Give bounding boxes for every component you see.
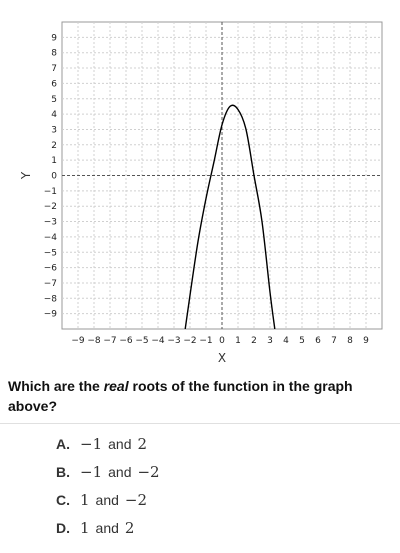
x-tick-label: 6	[315, 336, 321, 346]
x-tick-label: 1	[235, 336, 241, 346]
y-tick-label: 0	[51, 172, 57, 182]
y-tick-label: 3	[51, 125, 57, 135]
x-tick-label: −3	[167, 336, 180, 346]
answer-choices: A. −1 and 2 B. −1 and −2 C. 1 and −2 D. …	[56, 430, 386, 542]
y-tick-label: −4	[44, 233, 58, 243]
choice-joiner: and	[108, 464, 132, 480]
divider	[0, 423, 400, 424]
y-tick-label: 5	[51, 95, 57, 105]
y-tick-label: −3	[44, 218, 57, 228]
parabola-curve	[184, 104, 276, 329]
y-tick-label: −2	[44, 202, 57, 212]
y-tick-label: −7	[44, 279, 57, 289]
choice-first-value: 1	[80, 519, 90, 537]
x-tick-label: 2	[251, 336, 257, 346]
graph: −9 −8 −7 −6 −5 −4 −3 −2 −1 0 1 2 3 4 5 6 7 8 9 9 8 7 6 5 4 3 2 1 0 −1…	[19, 21, 383, 365]
y-tick-label: −1	[44, 187, 57, 197]
y-tick-label: 6	[51, 79, 57, 89]
y-tick-label: −8	[44, 294, 58, 304]
x-tick-label: 8	[347, 336, 353, 346]
x-tick-label: 4	[283, 336, 289, 346]
x-tick-label: −2	[183, 336, 196, 346]
choice-second-value: −2	[124, 491, 148, 509]
x-tick-label: −7	[103, 336, 116, 346]
x-axis-title: X	[218, 351, 226, 365]
y-tick-label: 9	[51, 33, 57, 43]
x-tick-label: −6	[119, 336, 133, 346]
y-tick-label: 8	[51, 49, 57, 59]
choice-joiner: and	[95, 492, 119, 508]
choice-joiner: and	[95, 520, 119, 536]
x-tick-label: 9	[363, 336, 369, 346]
x-tick-label: 5	[299, 336, 305, 346]
choice-first-value: −1	[80, 435, 103, 453]
question-after: roots of the function in the graph above…	[8, 378, 353, 414]
x-tick-label: −1	[199, 336, 212, 346]
x-tick-label: 7	[331, 336, 337, 346]
y-axis-title: Y	[19, 171, 33, 180]
y-tick-label: 4	[51, 110, 57, 120]
x-tick-label: −8	[87, 336, 101, 346]
choice-d[interactable]: D. 1 and 2	[56, 514, 386, 542]
choice-c[interactable]: C. 1 and −2	[56, 486, 386, 514]
y-tick-label: 1	[51, 156, 57, 166]
choice-second-value: −2	[137, 463, 160, 481]
x-tick-label: 3	[267, 336, 273, 346]
choice-b[interactable]: B. −1 and −2	[56, 458, 386, 486]
y-tick-label: −6	[44, 264, 58, 274]
choice-a[interactable]: A. −1 and 2	[56, 430, 386, 458]
choice-second-value: 2	[137, 435, 148, 453]
choice-second-value: 2	[124, 519, 135, 537]
choice-letter: A.	[56, 436, 70, 452]
choice-joiner: and	[108, 436, 132, 452]
choice-letter: B.	[56, 464, 70, 480]
choice-letter: C.	[56, 492, 70, 508]
x-tick-label: −5	[135, 336, 148, 346]
function-graph: −9 −8 −7 −6 −5 −4 −3 −2 −1 0 1 2 3 4 5 6 7 8 99876543210−1…	[19, 21, 383, 365]
question-text: Which are the real roots of the function…	[8, 376, 392, 416]
y-tick-label: −5	[44, 248, 57, 258]
choice-first-value: −1	[80, 463, 103, 481]
choice-first-value: 1	[80, 491, 90, 509]
y-tick-label: 2	[51, 141, 57, 151]
y-tick-label: −9	[44, 310, 58, 320]
choice-letter: D.	[56, 520, 70, 536]
question-emphasis: real	[103, 378, 129, 394]
x-tick-label: −9	[71, 336, 85, 346]
x-tick-label: 0	[219, 336, 225, 346]
question-before: Which are the	[8, 378, 104, 394]
y-tick-label: 7	[51, 64, 57, 74]
x-tick-label: −4	[151, 336, 165, 346]
